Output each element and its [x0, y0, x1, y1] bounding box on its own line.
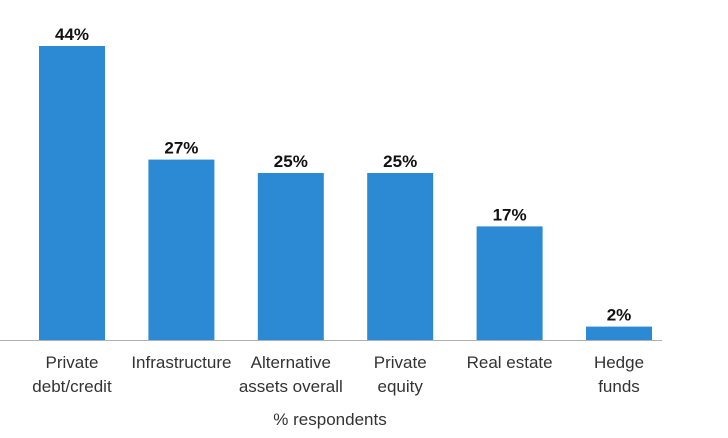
- value-label-2: 25%: [274, 152, 308, 171]
- value-label-0: 44%: [55, 25, 89, 44]
- value-label-4: 17%: [493, 205, 527, 224]
- bar-5: [586, 326, 652, 340]
- category-labels-group: Private debt/credit Infrastructure Alternat…: [32, 353, 644, 396]
- bar-0: [39, 46, 105, 340]
- category-label-1: Infrastructure: [131, 353, 231, 372]
- category-label-0: Private debt/credit: [32, 353, 112, 396]
- category-label-3: Private equity: [374, 353, 427, 396]
- value-label-1: 27%: [164, 139, 198, 158]
- category-label-4: Real estate: [467, 353, 553, 372]
- x-axis-title: % respondents: [273, 410, 386, 429]
- value-label-5: 2%: [607, 306, 632, 325]
- bar-2: [257, 173, 324, 340]
- bar-4: [476, 226, 543, 340]
- value-labels-group: 44% 27% 25% 25% 17% 2%: [55, 25, 631, 325]
- category-label-2: Alternative assets overall: [239, 353, 343, 396]
- bar-3: [367, 173, 434, 340]
- bar-1: [148, 159, 215, 340]
- value-label-3: 25%: [383, 152, 417, 171]
- bars-group: [39, 46, 652, 340]
- category-label-5: Hedge funds: [594, 353, 644, 396]
